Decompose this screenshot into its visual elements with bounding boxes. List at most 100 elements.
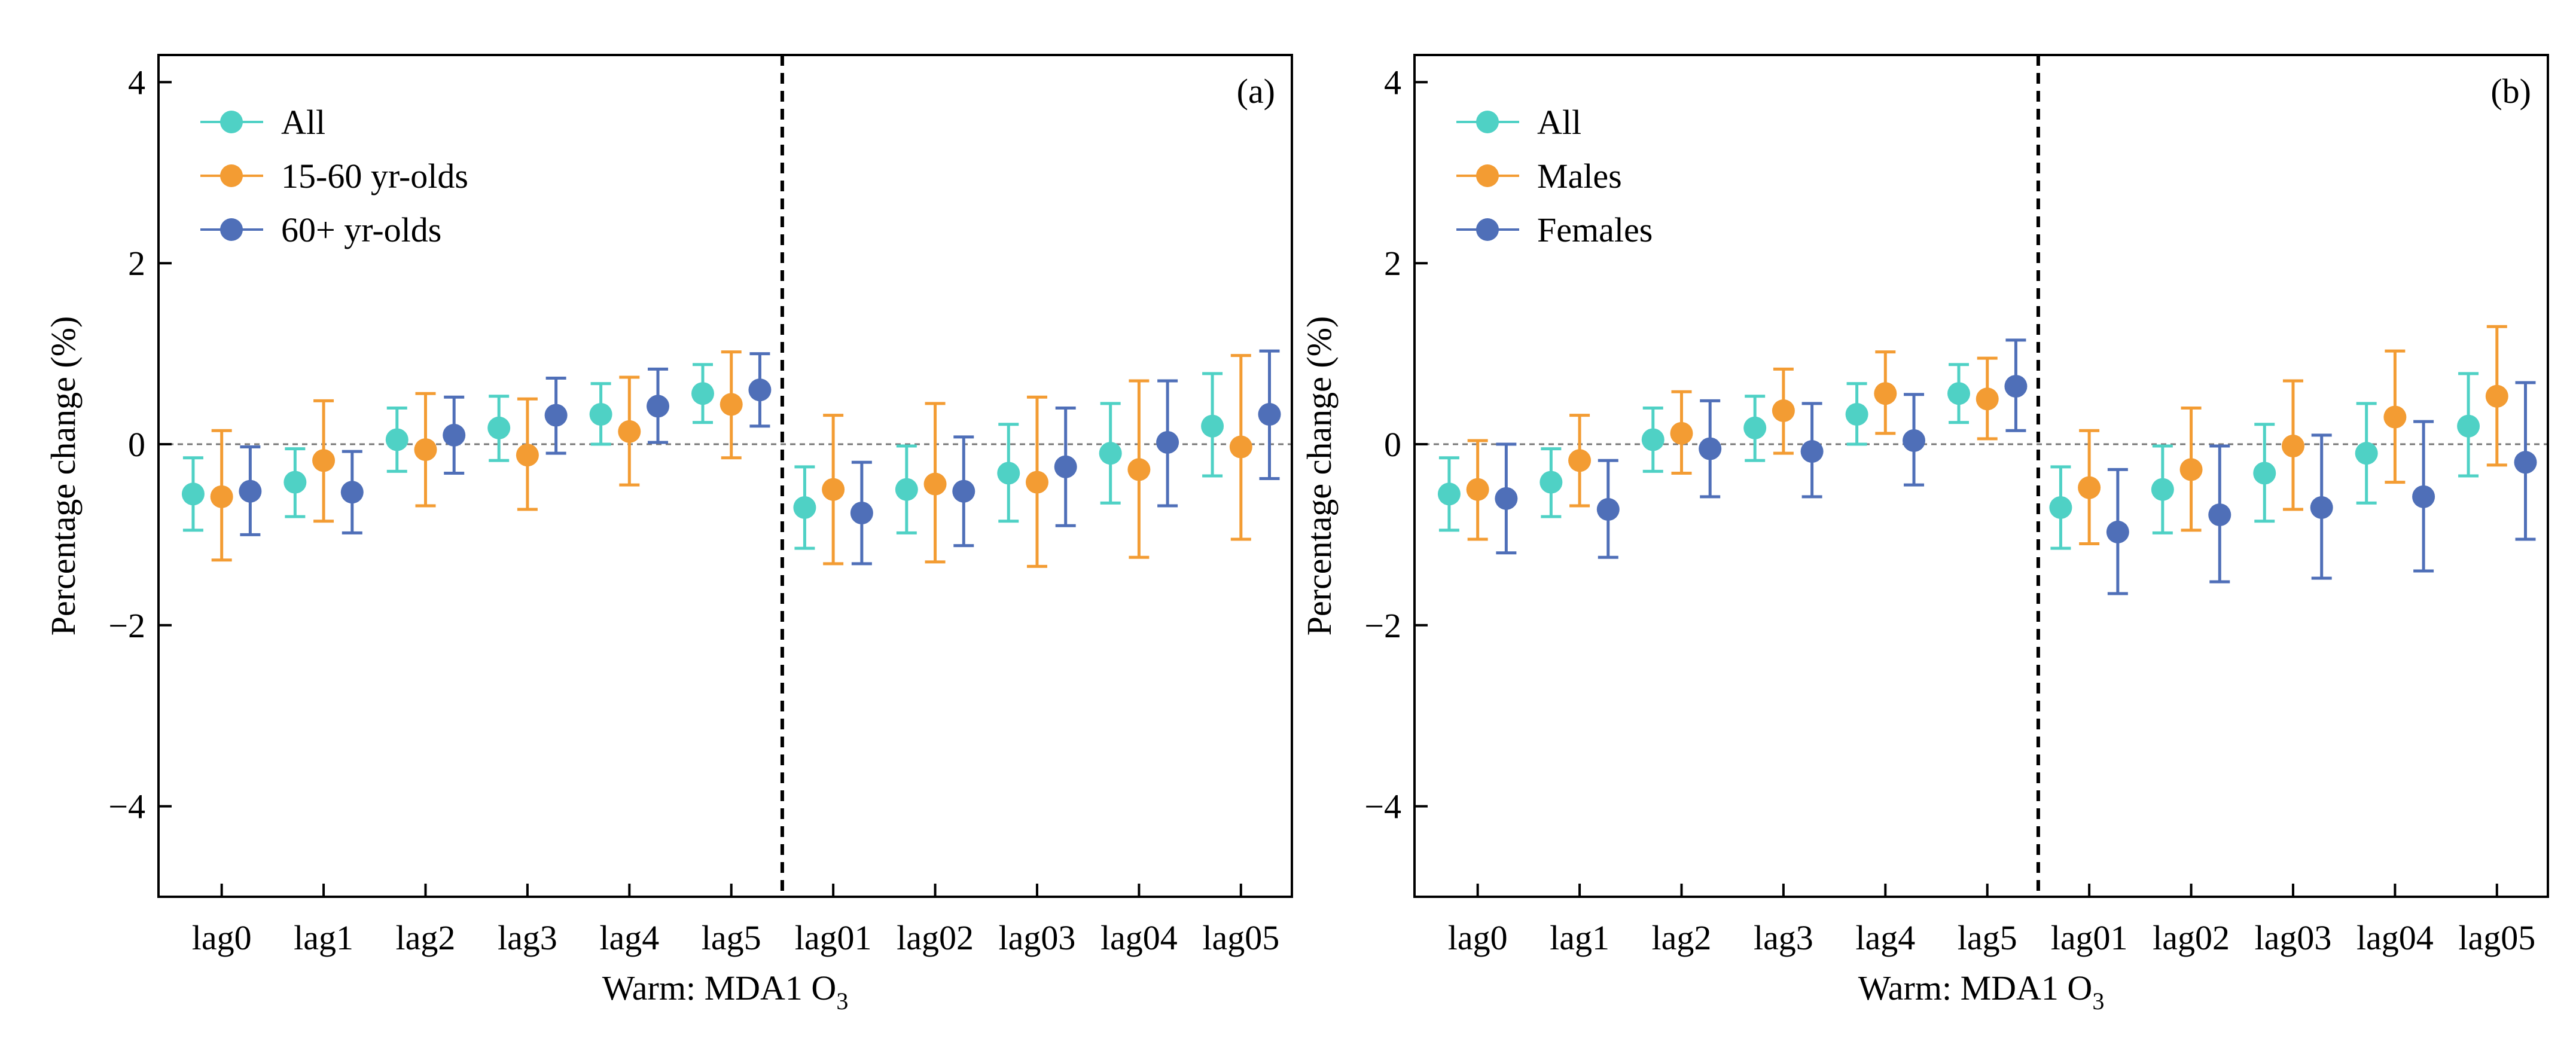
x-tick-label: lag1 xyxy=(294,918,353,957)
legend-label: Females xyxy=(1537,210,1653,249)
data-point xyxy=(516,444,539,467)
y-tick-label: 4 xyxy=(1384,63,1401,102)
x-axis-title-subscript: 3 xyxy=(2092,988,2104,1015)
series-60-yr-olds xyxy=(239,349,1281,566)
x-tick-label: lag4 xyxy=(1855,918,1915,957)
legend-marker xyxy=(1476,111,1499,133)
data-point xyxy=(1258,403,1281,426)
data-point xyxy=(1466,478,1489,501)
chart-panel-b: −4 −2 0 2 4 lag0 lag1 lag2 lag3 lag4 lag5 lag01 lag0… xyxy=(1300,54,2549,1015)
data-point xyxy=(1772,399,1795,422)
data-point xyxy=(2151,478,2174,501)
data-point xyxy=(1699,437,1722,460)
legend-label: All xyxy=(281,103,325,142)
y-axis-title: Percentage change (%) xyxy=(44,316,83,636)
data-point xyxy=(748,378,772,402)
data-point xyxy=(997,462,1020,485)
data-point xyxy=(850,502,873,525)
chart-panel-a: −4 −2 0 2 4 lag0 lag1 lag2 lag3 lag4 lag5 lag01 lag0… xyxy=(44,54,1293,1015)
x-tick-label: lag0 xyxy=(1448,918,1508,957)
legend-marker xyxy=(220,218,243,241)
data-point xyxy=(1903,429,1926,452)
data-point xyxy=(210,485,233,508)
data-point xyxy=(2310,496,2333,519)
data-point xyxy=(1539,471,1563,494)
data-point xyxy=(1156,430,1179,454)
data-point xyxy=(2106,520,2129,543)
data-point xyxy=(1976,387,1999,411)
series-all xyxy=(181,363,1224,550)
data-point xyxy=(2457,414,2480,438)
data-point xyxy=(2412,485,2435,508)
series-15-60-yr-olds xyxy=(210,350,1252,568)
data-point xyxy=(1743,416,1767,439)
data-point xyxy=(923,472,947,496)
data-point xyxy=(1437,482,1461,506)
data-point xyxy=(720,393,743,416)
x-tick-label: lag03 xyxy=(2255,918,2332,957)
data-point xyxy=(2514,451,2537,474)
data-point xyxy=(1054,455,1077,478)
legend-label: All xyxy=(1537,103,1581,142)
y-tick-label: 4 xyxy=(128,63,145,102)
x-tick-label: lag2 xyxy=(396,918,456,957)
data-point xyxy=(544,404,568,427)
series-all xyxy=(1437,363,2480,550)
y-tick-label: −4 xyxy=(1364,787,1401,826)
data-point xyxy=(2281,435,2304,458)
data-point xyxy=(1099,442,1122,465)
x-tick-label: lag04 xyxy=(1100,918,1178,957)
data-point xyxy=(487,416,511,439)
data-point xyxy=(283,471,307,494)
x-tick-label: lag3 xyxy=(1754,918,1813,957)
legend-label: Males xyxy=(1537,157,1622,195)
data-point xyxy=(589,403,612,426)
legend-label: 60+ yr-olds xyxy=(281,210,441,249)
data-point xyxy=(1947,382,1971,405)
x-tick-label: lag03 xyxy=(999,918,1076,957)
data-point xyxy=(2179,458,2203,481)
data-point xyxy=(2355,442,2378,465)
series-males xyxy=(1466,325,2508,546)
data-point xyxy=(618,420,641,443)
data-point xyxy=(952,479,975,503)
data-point xyxy=(1229,435,1252,459)
y-tick-label: −4 xyxy=(108,787,145,826)
data-point xyxy=(2049,496,2072,519)
data-point xyxy=(1596,498,1620,521)
data-point xyxy=(312,449,336,472)
data-point xyxy=(2004,375,2028,398)
data-point xyxy=(181,482,205,506)
legend-marker xyxy=(1476,164,1499,187)
data-point xyxy=(1670,421,1693,445)
data-point xyxy=(340,481,364,504)
x-tick-label: lag04 xyxy=(2356,918,2434,957)
x-tick-label: lag0 xyxy=(192,918,252,957)
data-point xyxy=(2078,476,2101,499)
y-tick-label: 0 xyxy=(1384,425,1401,464)
data-point xyxy=(1025,471,1048,494)
y-tick-label: −2 xyxy=(1364,606,1401,645)
data-point xyxy=(691,382,715,405)
data-point xyxy=(414,438,437,462)
data-point xyxy=(1568,449,1592,472)
x-tick-label: lag3 xyxy=(498,918,557,957)
x-tick-label: lag1 xyxy=(1550,918,1609,957)
data-point xyxy=(443,423,466,447)
data-point xyxy=(1641,428,1665,451)
legend-marker xyxy=(220,111,243,133)
data-point xyxy=(647,395,670,418)
legend-label: 15-60 yr-olds xyxy=(281,157,468,195)
data-point xyxy=(1127,458,1151,481)
data-point xyxy=(2208,503,2231,527)
x-tick-label: lag01 xyxy=(2051,918,2128,957)
data-point xyxy=(895,478,918,501)
data-point xyxy=(1845,403,1868,426)
plot-frame xyxy=(1413,54,2549,898)
x-axis-title-subscript: 3 xyxy=(836,988,848,1015)
legend: All 15-60 yr-olds 60+ yr-olds xyxy=(200,103,468,249)
panel-label: (a) xyxy=(1237,72,1275,111)
y-axis-title: Percentage change (%) xyxy=(1300,316,1339,636)
y-tick-label: 0 xyxy=(128,425,145,464)
